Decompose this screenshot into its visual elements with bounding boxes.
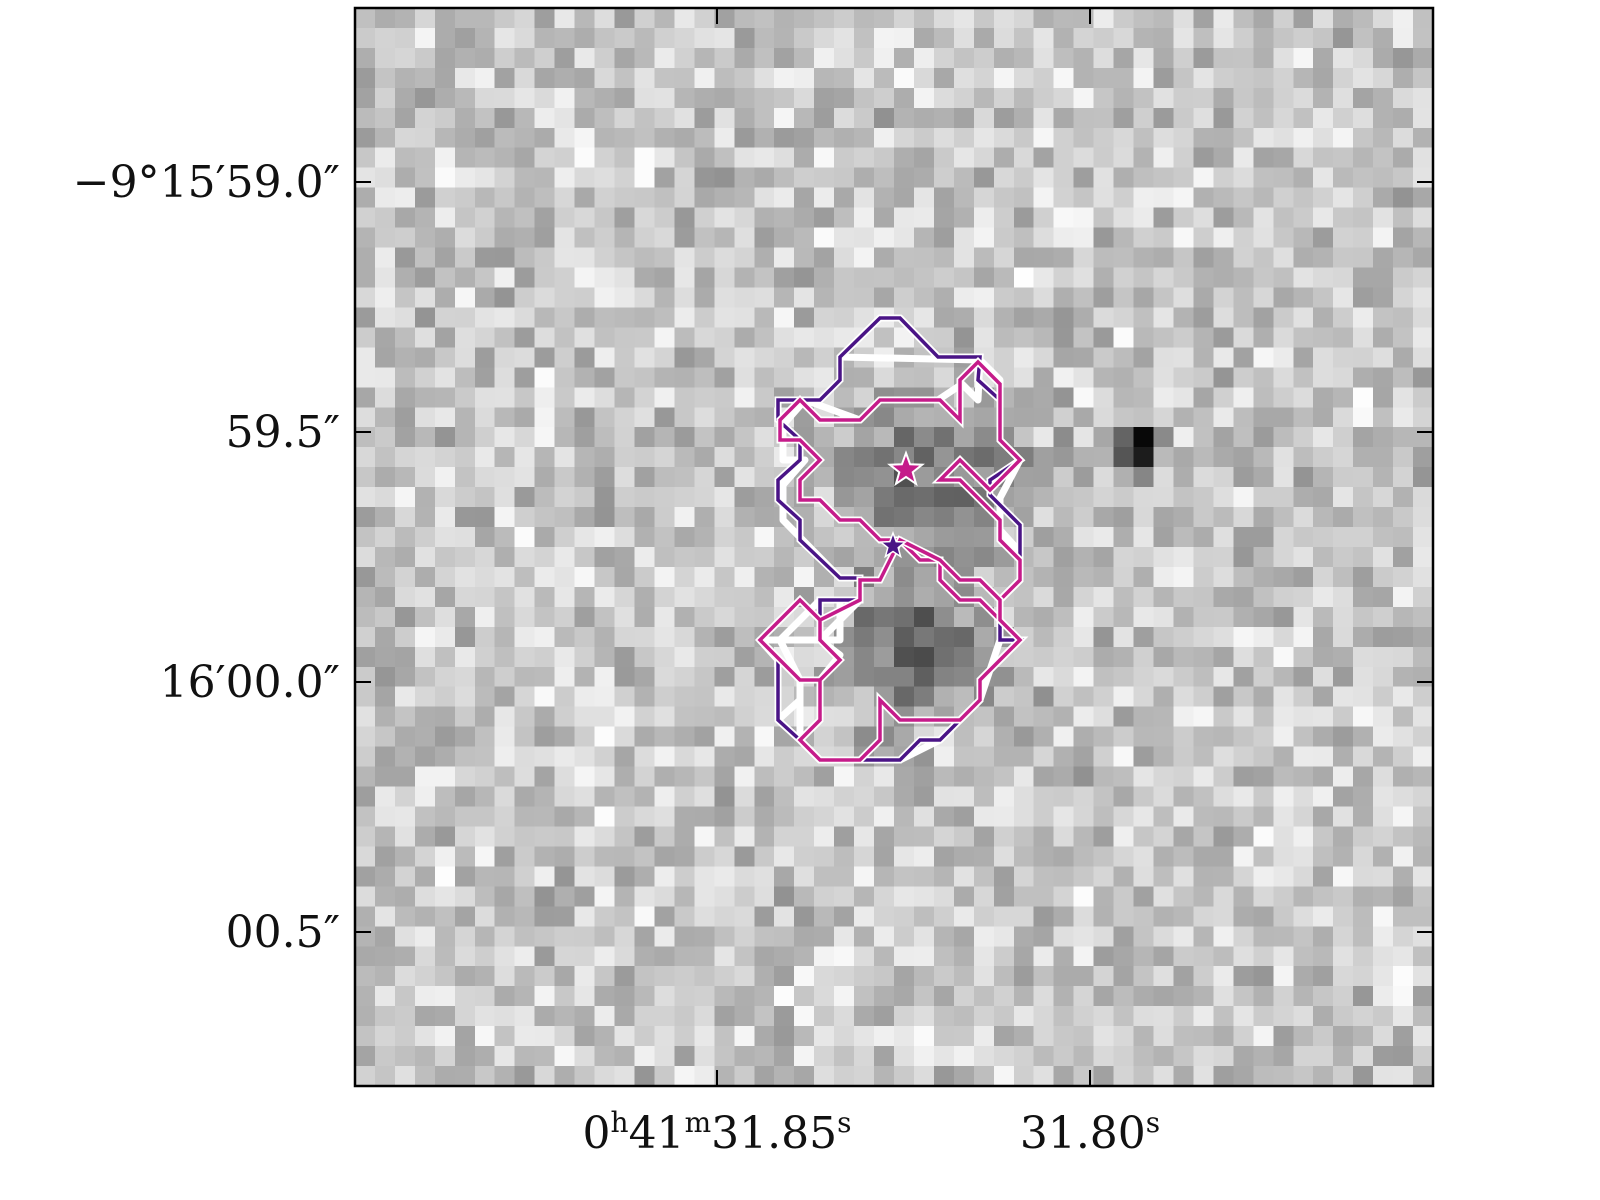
magenta-contour-lower-line xyxy=(757,537,1023,762)
y-tick-label: −9°15′59.0″ xyxy=(73,157,340,208)
magenta-contour-upper-line xyxy=(778,359,1023,625)
x-tick-label: 0h41m31.85s xyxy=(583,1106,852,1159)
x-tick-label: 31.80s xyxy=(1020,1106,1160,1159)
y-tick-label: 59.5″ xyxy=(226,407,340,458)
y-ticks xyxy=(355,181,1433,933)
magenta-contour-group xyxy=(755,357,1025,764)
purple-star-marker xyxy=(878,530,908,559)
x-ticks xyxy=(716,8,1091,1086)
y-tick-label: 16′00.0″ xyxy=(160,657,340,708)
y-tick-label: 00.5″ xyxy=(226,907,340,958)
axes-frame xyxy=(353,6,1435,1088)
magenta-star-marker xyxy=(887,450,925,487)
